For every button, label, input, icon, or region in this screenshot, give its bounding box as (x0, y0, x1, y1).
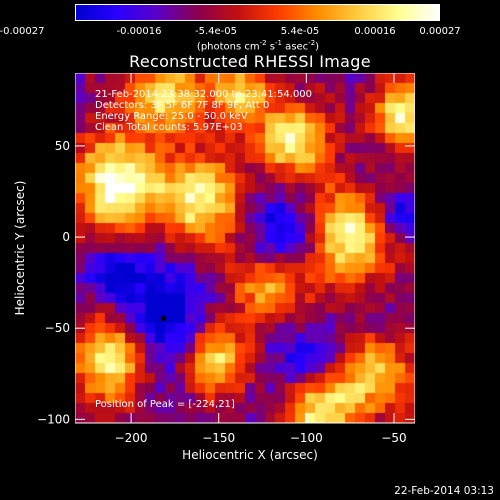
colorbar-tick-label: 0.00027 (419, 26, 461, 37)
colorbar (75, 4, 440, 21)
y-tick-label: −50 (45, 321, 70, 335)
plot-area: 21-Feb-2014 23:38:32.000 to 23:41:54.000… (75, 73, 415, 424)
x-tick-label: −150 (202, 431, 235, 445)
annotation-time-range: 21-Feb-2014 23:38:32.000 to 23:41:54.000 (95, 89, 312, 100)
colorbar-tick-label: -0.00016 (116, 26, 162, 37)
colorbar-tick-label: -0.00027 (0, 26, 45, 37)
colorbar-units: (photons cm-2 s-1 asec-2) (196, 39, 320, 53)
annotation-peak-position: Position of Peak = [-224,21] (95, 399, 235, 410)
annotation-clean-counts: Clean Total counts: 5.97E+03 (95, 122, 243, 133)
colorbar-tick-label: -5.4e-05 (195, 26, 237, 37)
heatmap-image (75, 73, 415, 423)
y-tick-label: 50 (55, 139, 70, 153)
x-axis-label: Heliocentric X (arcsec) (182, 448, 318, 462)
colorbar-tick-label: 5.4e-05 (280, 26, 320, 37)
axis-ticks (75, 73, 415, 423)
chart-title: Reconstructed RHESSI Image (129, 52, 371, 71)
y-axis-label: Heliocentric Y (arcsec) (13, 181, 27, 316)
y-tick-label: 0 (62, 230, 70, 244)
annotations: 21-Feb-2014 23:38:32.000 to 23:41:54.000… (95, 89, 312, 410)
annotation-detectors: Detectors: 3F 5F 6F 7F 8F 9F, Att 0 (95, 100, 269, 111)
x-tick-label: −200 (115, 431, 148, 445)
plot-frame (75, 73, 415, 424)
x-tick-label: −100 (290, 431, 323, 445)
annotation-energy-range: Energy Range: 25.0 - 50.0 keV (95, 111, 248, 122)
x-tick-label: −50 (381, 431, 406, 445)
colorbar-tick-label: 0.00016 (354, 26, 396, 37)
y-tick-label: −100 (37, 412, 70, 426)
footer-timestamp: 22-Feb-2014 03:13 (394, 485, 494, 497)
